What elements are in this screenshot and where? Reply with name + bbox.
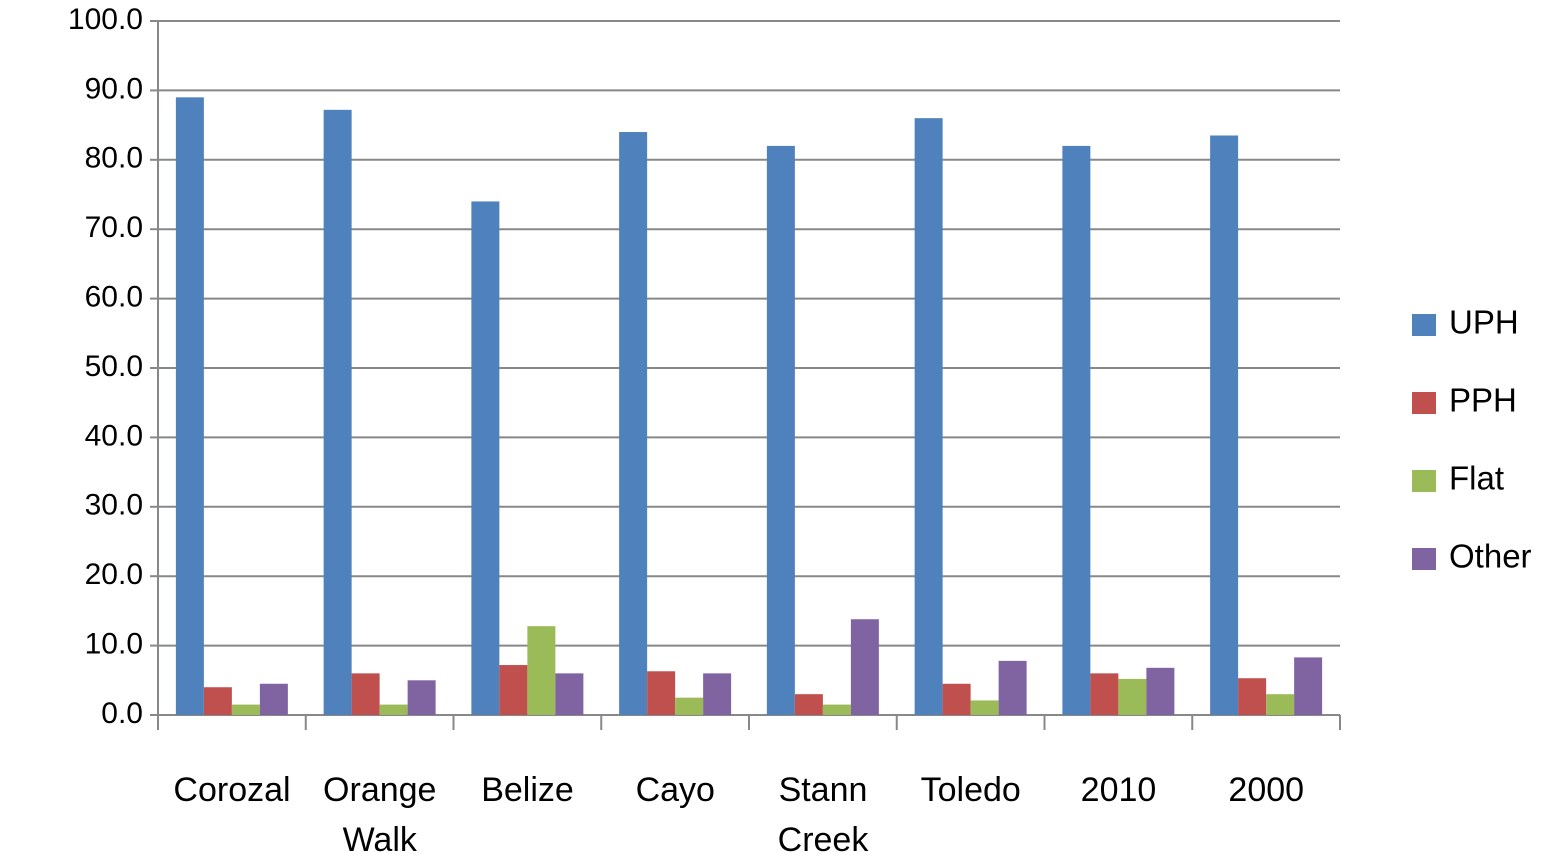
bar bbox=[259, 683, 288, 715]
bar bbox=[379, 704, 408, 715]
bar bbox=[1062, 145, 1091, 716]
x-tick-label: Orange Walk bbox=[323, 771, 437, 852]
bar bbox=[998, 660, 1027, 715]
x-tick-label: Toledo bbox=[920, 771, 1021, 809]
bar bbox=[794, 694, 823, 715]
legend-label: Other bbox=[1449, 538, 1532, 575]
y-tick-label: 50.0 bbox=[85, 350, 143, 383]
bar bbox=[499, 665, 528, 715]
x-tick-label: 2000 bbox=[1228, 771, 1305, 809]
y-tick-label: 90.0 bbox=[85, 72, 143, 105]
bar bbox=[1238, 678, 1267, 715]
legend-label: Flat bbox=[1449, 460, 1504, 497]
bar bbox=[1294, 657, 1323, 715]
bar bbox=[619, 132, 648, 716]
bar bbox=[647, 671, 676, 715]
bar bbox=[822, 704, 851, 715]
legend-swatch bbox=[1412, 314, 1436, 336]
y-tick-label: 70.0 bbox=[85, 211, 143, 244]
bar bbox=[970, 700, 999, 715]
bar bbox=[351, 673, 380, 715]
x-tick-label: Corozal bbox=[173, 771, 291, 809]
legend-swatch bbox=[1412, 392, 1436, 414]
bar bbox=[1266, 694, 1295, 715]
bar bbox=[555, 673, 584, 715]
x-tick-label: Belize bbox=[481, 771, 574, 809]
bar bbox=[203, 687, 232, 715]
bar bbox=[675, 697, 704, 715]
x-tick-label: Cayo bbox=[635, 771, 715, 809]
bar bbox=[914, 118, 943, 715]
legend-swatch bbox=[1412, 548, 1436, 570]
legend-swatch bbox=[1412, 470, 1436, 492]
bar bbox=[1210, 135, 1239, 715]
x-tick-label: 2010 bbox=[1080, 771, 1157, 809]
y-tick-label: 40.0 bbox=[85, 419, 143, 452]
legend-label: UPH bbox=[1449, 304, 1519, 341]
y-tick-label: 0.0 bbox=[101, 697, 143, 730]
bar bbox=[703, 673, 732, 715]
bar bbox=[175, 97, 204, 716]
y-tick-label: 10.0 bbox=[85, 628, 143, 661]
bar bbox=[850, 619, 879, 715]
y-tick-label: 20.0 bbox=[85, 558, 143, 591]
bar bbox=[323, 109, 352, 715]
y-tick-label: 80.0 bbox=[85, 142, 143, 175]
y-tick-label: 100.0 bbox=[68, 3, 143, 36]
bar bbox=[766, 145, 795, 716]
bar bbox=[527, 626, 556, 715]
y-tick-label: 30.0 bbox=[85, 489, 143, 522]
legend-label: PPH bbox=[1449, 382, 1517, 419]
y-tick-label: 60.0 bbox=[85, 281, 143, 314]
bar bbox=[1118, 678, 1147, 715]
bar bbox=[471, 201, 500, 715]
bar bbox=[942, 683, 971, 715]
x-tick-label: Stann Creek bbox=[777, 771, 869, 852]
bar bbox=[1146, 667, 1175, 715]
bar bbox=[1090, 673, 1119, 715]
bar bbox=[231, 704, 260, 715]
bar bbox=[407, 680, 436, 715]
